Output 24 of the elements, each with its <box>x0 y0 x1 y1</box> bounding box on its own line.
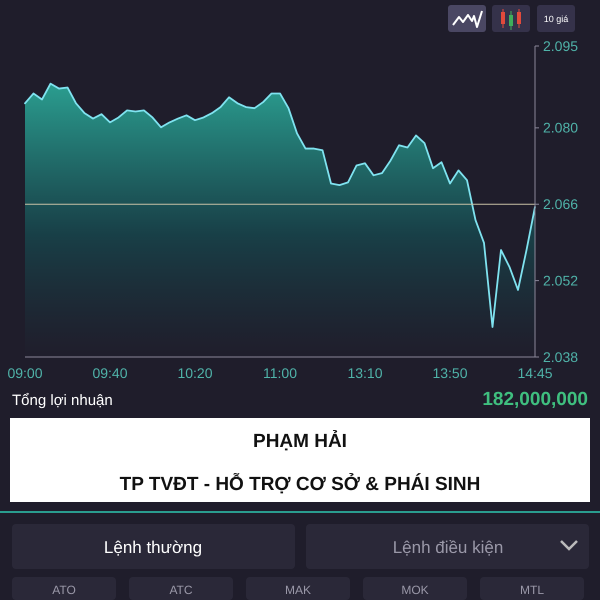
x-tick-label: 14:45 <box>517 365 553 381</box>
text: TP TVĐT - HỖ TRỢ CƠ SỞ & PHÁI SINH <box>120 472 480 495</box>
x-tick-label: 09:00 <box>7 365 43 381</box>
y-tick-label: 2.052 <box>543 272 578 289</box>
x-tick-label: 09:40 <box>92 365 128 381</box>
y-tick-label: 2.066 <box>543 196 578 212</box>
y-tick-label: 2.038 <box>543 348 578 365</box>
text: Lệnh thường <box>104 538 202 557</box>
text: Tổng lợi nhuận <box>12 392 113 409</box>
x-tick-label: 11:00 <box>263 365 298 381</box>
text: ATO <box>52 583 76 597</box>
text: MAK <box>284 583 312 597</box>
text: 10 giá <box>544 14 568 24</box>
text: MTL <box>520 583 544 597</box>
text: MOK <box>401 583 429 597</box>
x-tick-label: 13:10 <box>347 365 383 381</box>
y-tick-label: 2.080 <box>543 120 578 136</box>
text: Lệnh điều kiện <box>392 538 504 557</box>
text: PHẠM HẢI <box>253 429 347 452</box>
x-tick-label: 10:20 <box>177 365 213 381</box>
x-tick-label: 13:50 <box>432 365 468 381</box>
y-tick-label: 2.095 <box>543 38 578 54</box>
text: 182,000,000 <box>482 389 588 410</box>
text: ATC <box>169 583 193 597</box>
